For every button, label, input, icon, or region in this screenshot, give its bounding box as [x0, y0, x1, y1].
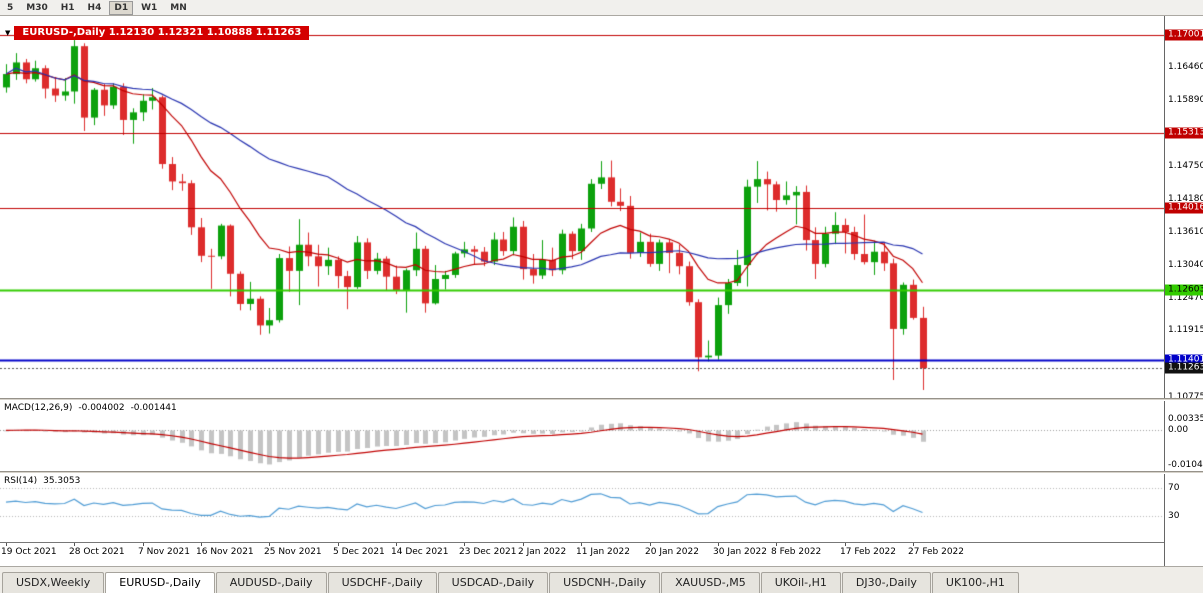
chart-tab-xauusd-m5[interactable]: XAUUSD-,M5: [661, 572, 760, 593]
timeframe-button-w1[interactable]: W1: [141, 2, 158, 13]
date-axis-label: 23 Dec 2021: [459, 547, 517, 557]
date-axis-tick: [74, 543, 75, 546]
date-axis-tick: [269, 543, 270, 546]
date-axis-label: 28 Oct 2021: [69, 547, 125, 557]
price-line-label: 1.15313: [1165, 127, 1203, 139]
date-axis-label: 25 Nov 2021: [264, 547, 322, 557]
date-axis-label: 19 Oct 2021: [1, 547, 57, 557]
macd-value-signal: -0.001441: [130, 403, 177, 413]
timeframe-button-h4[interactable]: H4: [87, 2, 102, 13]
timeframe-button-h1[interactable]: H1: [60, 2, 75, 13]
price-axis-tick: 1.12470: [1168, 293, 1203, 304]
date-axis-tick: [581, 543, 582, 546]
chart-title: EURUSD-,Daily 1.12130 1.12321 1.10888 1.…: [14, 26, 310, 40]
date-axis-label: 14 Dec 2021: [391, 547, 449, 557]
date-axis-tick: [845, 543, 846, 546]
rsi-value: 35.3053: [43, 476, 81, 486]
chart-tab-dj30-daily[interactable]: DJ30-,Daily: [841, 572, 931, 593]
chart-tab-usdcnh-daily[interactable]: USDCNH-,Daily: [549, 572, 661, 593]
pane-separator[interactable]: [0, 471, 1203, 474]
date-axis-tick: [201, 543, 202, 546]
timeframe-button-mn[interactable]: MN: [170, 2, 187, 13]
date-axis-tick: [464, 543, 465, 546]
macd-axis-tick: -0.01043: [1168, 460, 1203, 471]
macd-axis-tick: 0.00335: [1168, 414, 1203, 425]
date-axis-label: 20 Jan 2022: [645, 547, 699, 557]
price-line-label: 1.14016: [1165, 202, 1203, 214]
pane-separator[interactable]: [0, 398, 1203, 401]
chart-title-bar: ▼ EURUSD-,Daily 1.12130 1.12321 1.10888 …: [5, 26, 310, 40]
rsi-canvas[interactable]: [0, 474, 1164, 542]
chart-tab-usdchf-daily[interactable]: USDCHF-,Daily: [327, 572, 437, 593]
timeframe-button-5[interactable]: 5: [7, 2, 14, 13]
date-axis-label: 17 Feb 2022: [840, 547, 897, 557]
chart-tab-eurusd-daily[interactable]: EURUSD-,Daily: [105, 572, 215, 593]
chart-window: ▼ EURUSD-,Daily 1.12130 1.12321 1.10888 …: [0, 16, 1203, 566]
price-axis-tick: 1.14750: [1168, 160, 1203, 171]
date-axis-tick: [718, 543, 719, 546]
date-axis-label: 8 Feb 2022: [771, 547, 822, 557]
price-axis-tick: 1.14180: [1168, 193, 1203, 204]
price-axis-tick: 1.13040: [1168, 260, 1203, 271]
macd-label: MACD(12,26,9) -0.004002 -0.001441: [4, 403, 177, 413]
chart-tab-bar: USDX,Weekly EURUSD-,Daily AUDUSD-,Daily USD…: [0, 566, 1203, 593]
rsi-axis-tick: 30: [1168, 511, 1180, 522]
chart-tab-usdx-weekly[interactable]: USDX,Weekly: [2, 572, 105, 593]
rsi-pane: RSI(14) 35.3053: [0, 474, 1164, 542]
price-line-label: 1.12603: [1165, 284, 1203, 296]
date-axis-label: 2 Jan 2022: [518, 547, 567, 557]
date-axis-tick: [776, 543, 777, 546]
price-line-label: 1.17001: [1165, 29, 1203, 41]
macd-pane: MACD(12,26,9) -0.004002 -0.001441: [0, 401, 1164, 471]
date-axis-tick: [396, 543, 397, 546]
date-axis-label: 27 Feb 2022: [908, 547, 965, 557]
chart-tab-audusd-daily[interactable]: AUDUSD-,Daily: [215, 572, 327, 593]
rsi-name: RSI(14): [4, 476, 38, 486]
date-axis-tick: [650, 543, 651, 546]
price-axis-tick: 1.16460: [1168, 61, 1203, 72]
chart-tab-uk100-h1[interactable]: UK100-,H1: [931, 572, 1019, 593]
macd-canvas[interactable]: [0, 401, 1164, 471]
date-axis-tick: [913, 543, 914, 546]
candlestick-canvas[interactable]: [0, 16, 1164, 398]
timeframe-button-m30[interactable]: M30: [26, 2, 48, 13]
date-axis-label: 7 Nov 2021: [138, 547, 190, 557]
price-axis[interactable]: 1.16460 1.15890 1.14750 1.14180 1.13610 1.130…: [1164, 16, 1203, 566]
date-axis-tick: [523, 543, 524, 546]
price-line-label: 1.11401: [1165, 354, 1203, 366]
rsi-label: RSI(14) 35.3053: [4, 476, 80, 486]
price-axis-tick: 1.15890: [1168, 94, 1203, 105]
chart-tab-usdcad-daily[interactable]: USDCAD-,Daily: [437, 572, 549, 593]
macd-value-main: -0.004002: [78, 403, 125, 413]
date-axis-tick: [338, 543, 339, 546]
price-axis-tick: 1.13610: [1168, 226, 1203, 237]
timeframe-button-d1[interactable]: D1: [109, 0, 134, 15]
price-axis-tick: 1.11915: [1168, 325, 1203, 336]
date-axis-label: 11 Jan 2022: [576, 547, 630, 557]
date-axis-label: 30 Jan 2022: [713, 547, 767, 557]
date-axis-label: 16 Nov 2021: [196, 547, 254, 557]
date-axis-tick: [143, 543, 144, 546]
collapse-triangle-icon[interactable]: ▼: [5, 29, 11, 37]
timeframe-toolbar: 5 M30 H1 H4 D1 W1 MN: [0, 0, 1203, 16]
macd-name: MACD(12,26,9): [4, 403, 73, 413]
date-axis-label: 5 Dec 2021: [333, 547, 385, 557]
price-axis-tick: 1.10775: [1168, 391, 1203, 402]
price-line-label: 1.11263: [1165, 362, 1203, 374]
macd-axis-tick: 0.00: [1168, 425, 1189, 436]
chart-tab-ukoil-h1[interactable]: UKOil-,H1: [760, 572, 841, 593]
date-axis-tick: [6, 543, 7, 546]
rsi-axis-tick: 70: [1168, 483, 1180, 494]
price-pane: ▼ EURUSD-,Daily 1.12130 1.12321 1.10888 …: [0, 16, 1164, 398]
date-axis[interactable]: 19 Oct 2021 28 Oct 2021 7 Nov 2021 16 Nov 2…: [0, 542, 1164, 566]
